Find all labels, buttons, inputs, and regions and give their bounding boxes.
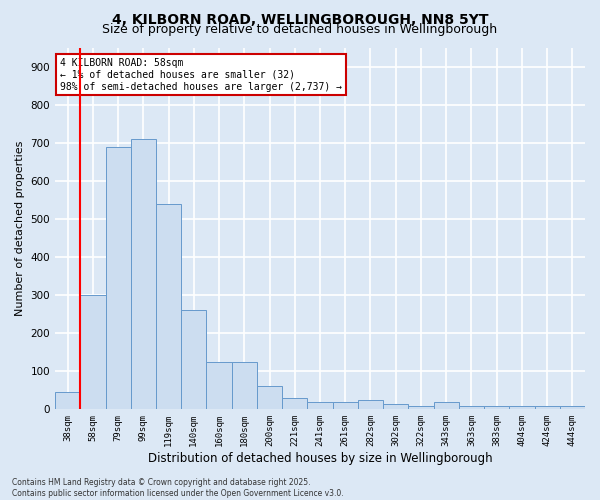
Bar	[257, 386, 282, 409]
Bar	[535, 406, 560, 410]
Bar	[131, 139, 156, 409]
Bar	[80, 295, 106, 410]
Y-axis label: Number of detached properties: Number of detached properties	[15, 140, 25, 316]
Bar	[181, 310, 206, 410]
Bar	[484, 406, 509, 409]
Bar	[434, 402, 459, 409]
Bar	[106, 146, 131, 410]
Text: 4, KILBORN ROAD, WELLINGBOROUGH, NN8 5YT: 4, KILBORN ROAD, WELLINGBOROUGH, NN8 5YT	[112, 12, 488, 26]
Bar	[560, 406, 585, 410]
Bar	[307, 402, 332, 409]
Bar	[55, 392, 80, 409]
Bar	[332, 402, 358, 409]
Bar	[383, 404, 409, 409]
Bar	[509, 406, 535, 410]
Bar	[358, 400, 383, 409]
X-axis label: Distribution of detached houses by size in Wellingborough: Distribution of detached houses by size …	[148, 452, 493, 465]
Text: Size of property relative to detached houses in Wellingborough: Size of property relative to detached ho…	[103, 22, 497, 36]
Bar	[156, 204, 181, 410]
Text: 4 KILBORN ROAD: 58sqm
← 1% of detached houses are smaller (32)
98% of semi-detac: 4 KILBORN ROAD: 58sqm ← 1% of detached h…	[61, 58, 343, 92]
Bar	[459, 406, 484, 409]
Bar	[206, 362, 232, 410]
Bar	[282, 398, 307, 409]
Bar	[409, 406, 434, 409]
Bar	[232, 362, 257, 410]
Text: Contains HM Land Registry data © Crown copyright and database right 2025.
Contai: Contains HM Land Registry data © Crown c…	[12, 478, 344, 498]
